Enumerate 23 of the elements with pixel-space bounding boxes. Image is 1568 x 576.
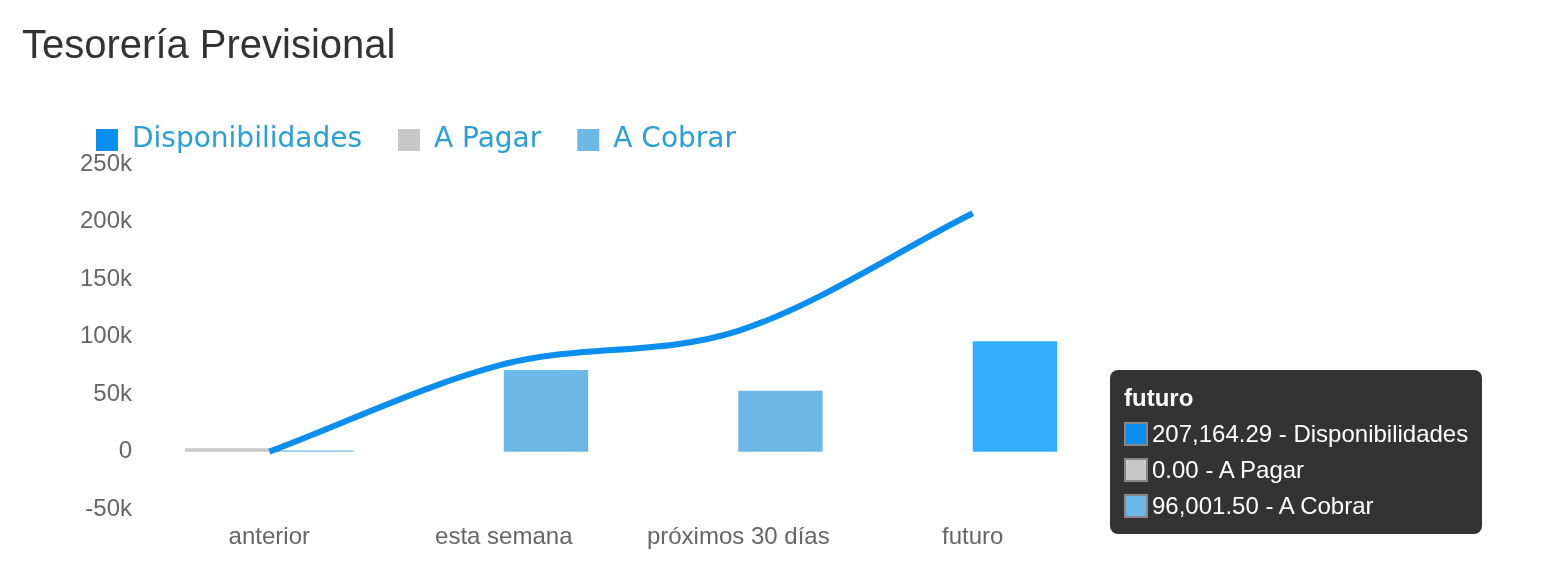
bar <box>184 448 270 452</box>
text: 207,164.29 - Disponibilidades <box>1151 419 1469 449</box>
x-tick-label: anterior <box>228 522 310 550</box>
y-tick-label: 150k <box>80 263 134 291</box>
legend-label: A Pagar <box>433 121 542 155</box>
legend-label: A Cobrar <box>613 121 737 155</box>
x-tick-label: esta semana <box>435 522 574 550</box>
text: futuro <box>1124 383 1195 413</box>
y-tick-label: 250k <box>80 148 134 176</box>
x-tick-label: futuro <box>942 522 1004 550</box>
x-tick-label: próximos 30 días <box>646 522 830 550</box>
bar <box>503 369 589 452</box>
y-tick-label: 50k <box>93 378 134 406</box>
text: 96,001.50 - A Cobrar <box>1151 491 1375 521</box>
text: 0.00 - A Pagar <box>1151 455 1306 485</box>
y-tick-label: -50k <box>85 493 134 521</box>
legend-label: Disponibilidades <box>132 121 362 155</box>
y-tick-label: 200k <box>80 206 134 234</box>
bar <box>738 390 823 452</box>
chart-title: Tesorería Previsional <box>22 22 396 67</box>
bar <box>972 341 1058 452</box>
y-tick-label: 0 <box>118 436 133 464</box>
y-tick-label: 100k <box>80 321 134 349</box>
